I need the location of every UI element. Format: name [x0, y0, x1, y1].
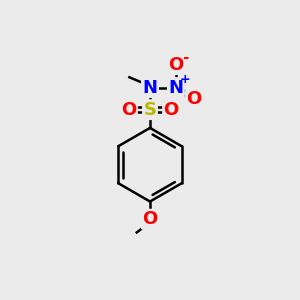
Text: methyl: methyl — [124, 73, 129, 74]
Text: +: + — [179, 73, 190, 86]
Text: O: O — [164, 101, 179, 119]
Text: N: N — [168, 79, 183, 97]
Text: -: - — [182, 50, 188, 65]
Text: O: O — [168, 56, 184, 74]
Text: O: O — [121, 101, 136, 119]
Text: N: N — [142, 79, 158, 97]
Text: S: S — [143, 101, 157, 119]
Text: O: O — [187, 90, 202, 108]
Text: O: O — [142, 210, 158, 228]
